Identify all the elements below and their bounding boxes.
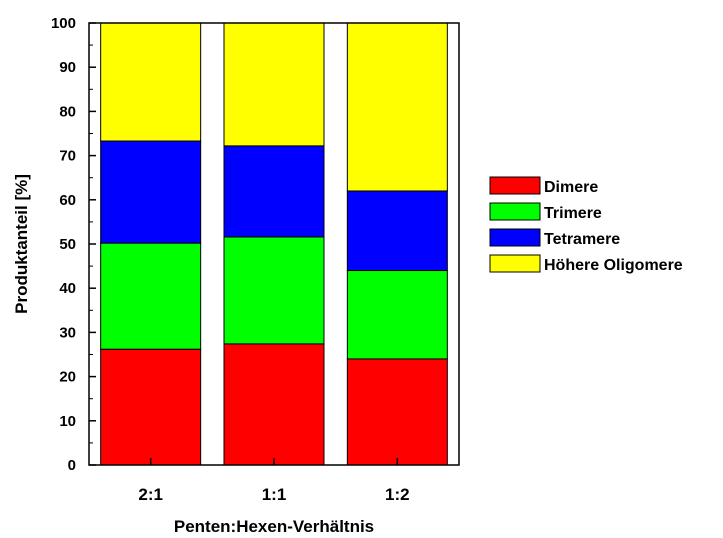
y-tick-label: 100 [51,15,76,32]
y-tick-label: 50 [59,236,76,253]
bar-h-here-oligomere-2 [223,22,325,147]
x-tick-label: 2:1 [138,485,163,504]
bar-tetramere-1 [100,140,202,244]
legend-label: Höhere Oligomere [544,257,683,274]
bar-tetramere-3 [346,190,448,272]
x-axis-label: Penten:Hexen-Verhältnis [174,517,374,536]
legend-swatch-tetramere [489,228,541,247]
axes-layer: 0 10 20 30 40 50 60 70 80 90 100 2:1 1:1 1:2 [51,15,460,504]
y-tick-label: 60 [59,192,76,209]
y-tick-label: 40 [59,280,76,297]
x-tick-label: 1:2 [385,485,410,504]
legend-swatch-h-here-oligomere [489,254,541,273]
legend-swatch-dimere [489,176,541,195]
bar-dimere-1 [100,348,202,466]
bar-trimere-3 [346,270,448,360]
bars-layer [100,22,448,466]
legend-label: Trimere [544,205,602,222]
bar-dimere-2 [223,343,325,466]
y-tick-label: 10 [59,413,76,430]
bar-h-here-oligomere-1 [100,22,202,142]
y-tick-label: 0 [68,457,76,474]
legend-label: Tetramere [544,231,620,248]
legend-swatch-trimere [489,202,541,221]
bar-trimere-2 [223,236,325,345]
y-tick-label: 80 [59,103,76,120]
bar-tetramere-2 [223,145,325,238]
y-axis-label: Produktanteil [%] [12,174,31,314]
legend: Dimere Trimere Tetramere Höhere Oligomere [489,176,683,274]
y-tick-label: 90 [59,59,76,76]
bar-dimere-3 [346,358,448,466]
legend-label: Dimere [544,179,598,196]
y-tick-label: 20 [59,369,76,386]
y-tick-label: 70 [59,148,76,165]
x-tick-label: 1:1 [262,485,287,504]
y-tick-label: 30 [59,324,76,341]
bar-trimere-1 [100,242,202,350]
bar-h-here-oligomere-3 [346,22,448,192]
